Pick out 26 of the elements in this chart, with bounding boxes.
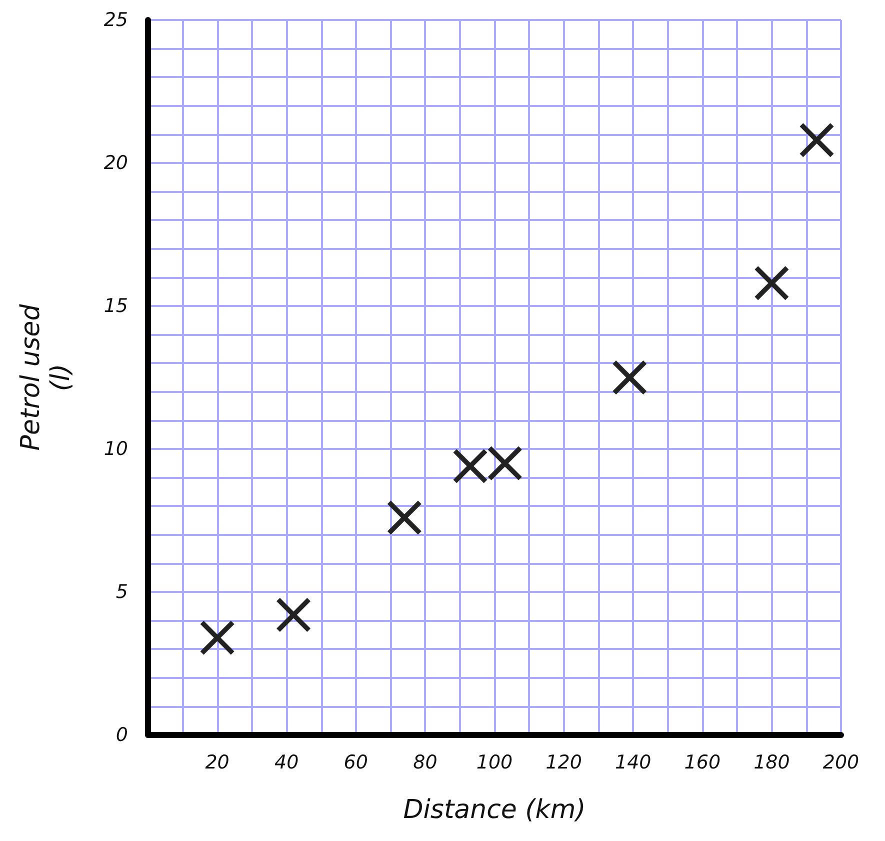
point	[488, 446, 522, 480]
y-tick-label: 5	[116, 581, 128, 603]
y-tick-label: 20	[104, 152, 128, 174]
point	[612, 360, 647, 394]
x-tick-label: 140	[614, 752, 652, 774]
point	[387, 500, 422, 535]
x-tick-label: 80	[413, 752, 438, 774]
y-axis-title: Petrol used (l)	[16, 304, 76, 451]
y-tick-label: 10	[104, 438, 128, 460]
x-tick-label: 100	[476, 752, 513, 774]
y-tick-label: 25	[104, 9, 128, 31]
y-tick-label: 0	[116, 724, 128, 746]
x-tick-label: 120	[546, 752, 582, 774]
x-tick-label: 40	[274, 752, 299, 774]
point	[800, 123, 834, 158]
point	[200, 620, 234, 655]
x-tick-label: 60	[344, 752, 368, 774]
x-axis-title: Distance (km)	[403, 795, 586, 825]
x-tick-label: 200	[822, 752, 860, 774]
point	[453, 449, 488, 484]
x-tick-label: 20	[205, 752, 230, 774]
x-tick-label: 180	[754, 752, 790, 774]
y-tick-label: 15	[104, 295, 128, 317]
point	[754, 266, 789, 300]
x-tick-label: 160	[684, 752, 721, 774]
point	[276, 598, 311, 632]
